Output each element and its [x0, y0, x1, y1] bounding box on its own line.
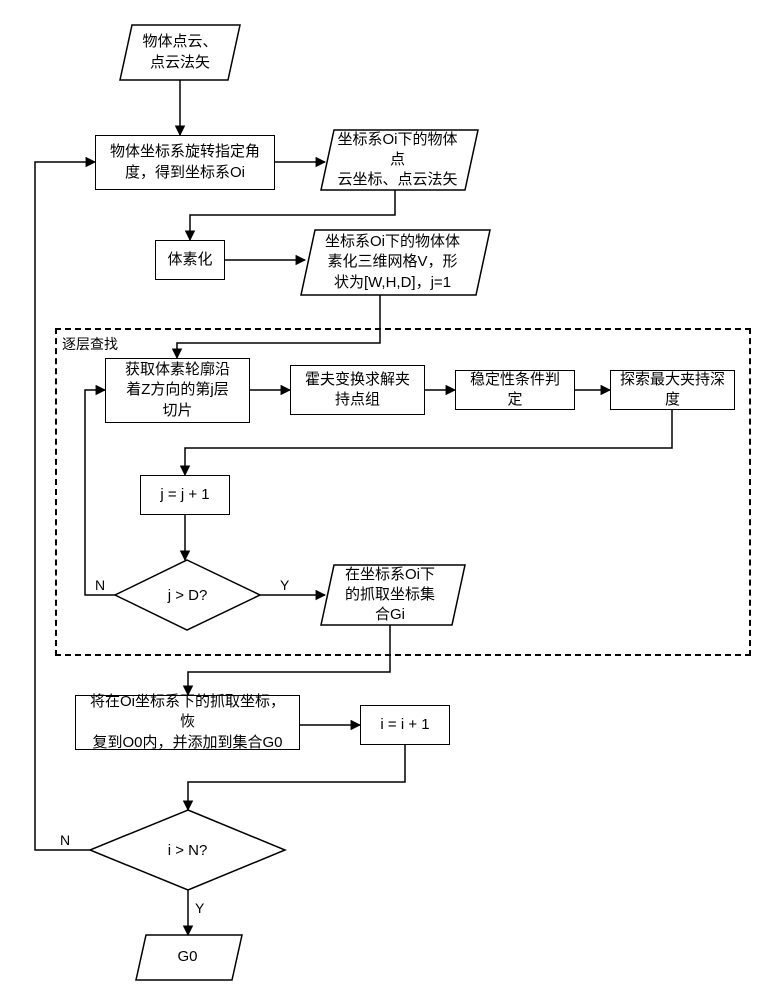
node-restore: 将在Oi坐标系下的抓取坐标，恢复到O0内，并添加到集合G0: [75, 695, 300, 750]
node-rotate: 物体坐标系旋转指定角度，得到坐标系Oi: [95, 135, 275, 190]
node-j-increment: j = j + 1: [140, 475, 230, 515]
node-input-cloud: 物体点云、点云法矢: [120, 25, 240, 80]
node-voxel-output: 坐标系Oi下的物体体素化三维网格V，形状为[W,H,D]，j=1: [300, 230, 485, 295]
node-voxelize: 体素化: [155, 240, 225, 280]
node-gi: 在坐标系Oi下的抓取坐标集合Gi: [320, 565, 460, 625]
node-max-depth: 探索最大夹持深度: [610, 370, 735, 410]
node-i-increment: i = i + 1: [360, 705, 450, 745]
node-oi-cloud: 坐标系Oi下的物体点云坐标、点云法矢: [320, 130, 475, 190]
label-i-no: N: [60, 832, 70, 848]
layer-search-label: 逐层查找: [62, 334, 118, 354]
node-g0: G0: [135, 935, 240, 980]
node-hough: 霍夫变换求解夹持点组: [290, 365, 425, 415]
node-i-compare: i > N?: [90, 810, 285, 890]
node-j-compare: j > D?: [115, 560, 260, 630]
node-slice: 获取体素轮廓沿着Z方向的第j层切片: [105, 358, 250, 423]
label-j-no: N: [95, 577, 105, 593]
label-i-yes: Y: [195, 900, 204, 916]
label-j-yes: Y: [280, 577, 289, 593]
node-stability: 稳定性条件判定: [455, 370, 575, 410]
